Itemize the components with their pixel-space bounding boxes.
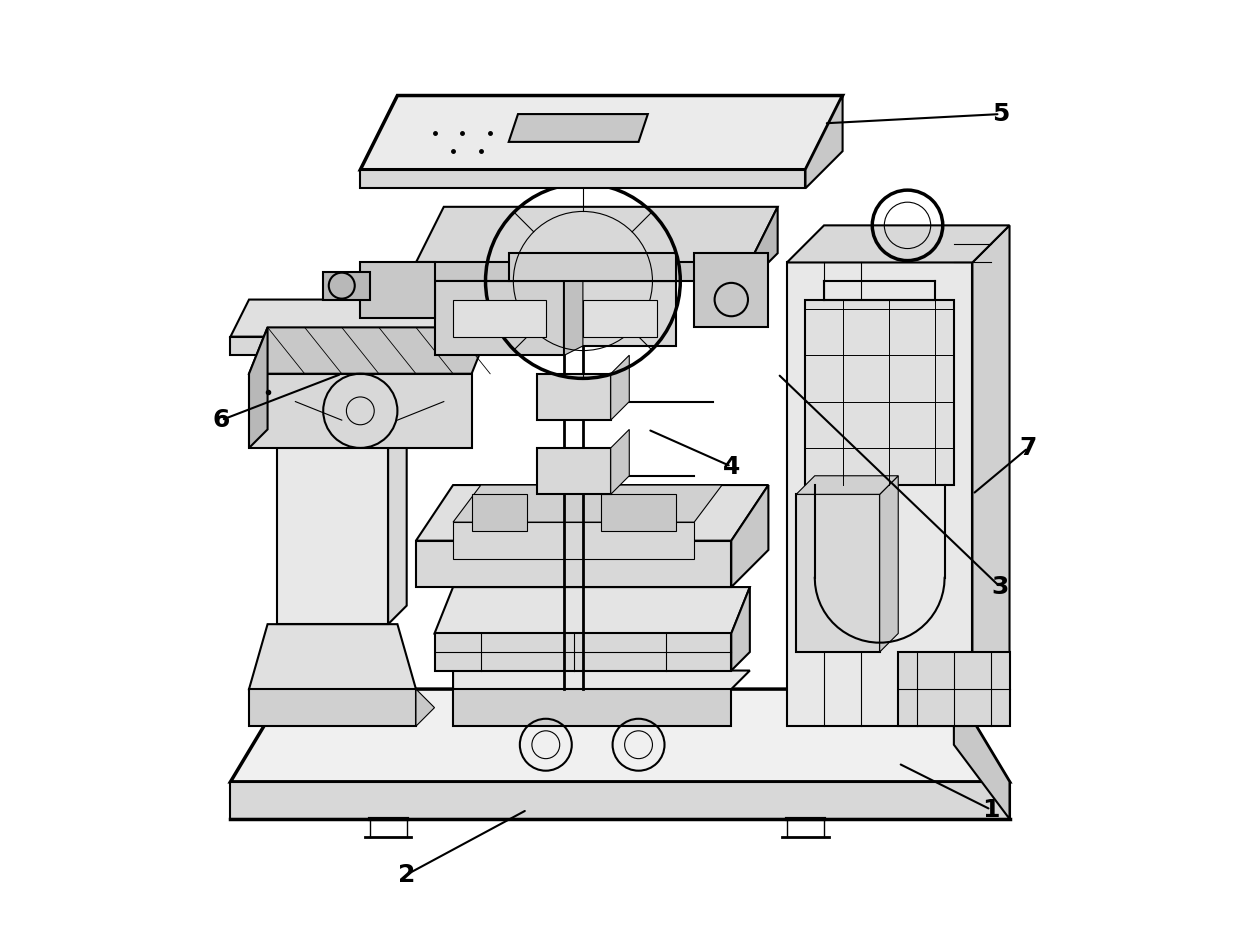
Polygon shape: [361, 262, 434, 318]
Polygon shape: [277, 337, 407, 355]
Polygon shape: [249, 327, 490, 374]
Polygon shape: [415, 485, 769, 541]
Polygon shape: [249, 689, 415, 726]
Polygon shape: [611, 355, 629, 420]
Polygon shape: [388, 337, 407, 624]
Polygon shape: [537, 448, 611, 494]
Polygon shape: [787, 226, 1009, 262]
Polygon shape: [453, 671, 750, 689]
Polygon shape: [277, 355, 388, 624]
Polygon shape: [972, 226, 1009, 726]
Polygon shape: [471, 494, 527, 532]
Polygon shape: [249, 327, 268, 448]
Text: 3: 3: [992, 575, 1009, 599]
Polygon shape: [611, 429, 629, 494]
Polygon shape: [415, 207, 777, 262]
Polygon shape: [415, 262, 750, 281]
Polygon shape: [249, 374, 471, 448]
Polygon shape: [453, 689, 732, 726]
Polygon shape: [434, 281, 564, 355]
Polygon shape: [796, 476, 898, 494]
Polygon shape: [806, 95, 843, 188]
Polygon shape: [564, 281, 676, 346]
Polygon shape: [361, 95, 843, 170]
Polygon shape: [796, 494, 879, 652]
Polygon shape: [694, 253, 769, 327]
Polygon shape: [537, 374, 611, 420]
Polygon shape: [453, 522, 694, 559]
Polygon shape: [806, 299, 954, 485]
Polygon shape: [231, 689, 1009, 782]
Polygon shape: [324, 272, 370, 299]
Polygon shape: [732, 587, 750, 671]
Polygon shape: [732, 485, 769, 587]
Polygon shape: [453, 485, 722, 522]
Polygon shape: [249, 624, 415, 689]
Polygon shape: [954, 689, 1009, 819]
Polygon shape: [231, 337, 453, 355]
Text: 1: 1: [982, 798, 999, 822]
Polygon shape: [564, 281, 583, 355]
Polygon shape: [601, 494, 676, 532]
Polygon shape: [898, 652, 1009, 726]
Polygon shape: [415, 541, 732, 587]
Polygon shape: [361, 170, 806, 188]
Text: 2: 2: [398, 863, 415, 886]
Text: 4: 4: [723, 454, 740, 479]
Polygon shape: [879, 476, 898, 652]
Polygon shape: [583, 299, 657, 337]
Text: 7: 7: [1019, 436, 1037, 460]
Polygon shape: [434, 634, 732, 671]
Polygon shape: [453, 299, 471, 355]
Polygon shape: [231, 299, 471, 337]
Polygon shape: [453, 299, 546, 337]
Polygon shape: [415, 689, 434, 726]
Polygon shape: [508, 253, 676, 281]
Polygon shape: [508, 114, 647, 142]
Polygon shape: [750, 207, 777, 281]
Text: 5: 5: [992, 102, 1009, 126]
Text: 6: 6: [212, 408, 229, 432]
Polygon shape: [787, 262, 972, 726]
Polygon shape: [231, 782, 1009, 819]
Polygon shape: [434, 587, 750, 634]
